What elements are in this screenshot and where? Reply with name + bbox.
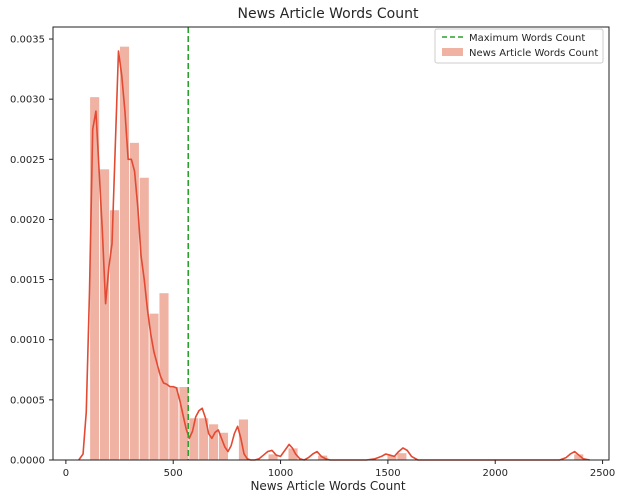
x-tick-label: 1500: [375, 468, 400, 479]
axes-frame: [52, 26, 610, 461]
histogram-bar: [178, 386, 190, 461]
histogram-bar: [396, 452, 408, 461]
y-tick-label: 0.0010: [10, 335, 45, 346]
histogram-bar: [129, 142, 140, 461]
kde-line: [78, 50, 590, 461]
legend-patch-icon: [442, 48, 463, 56]
legend: Maximum Words Count News Article Words C…: [434, 28, 604, 64]
y-tick-label: 0.0020: [10, 215, 45, 226]
x-tick-label: 2500: [590, 468, 615, 479]
y-axis-ticks: 0.0000 0.0005 0.0010 0.0015 0.0020 0.0025 0.00…: [10, 35, 53, 467]
chart-title: News Article Words Count: [238, 6, 419, 22]
axes-border: [52, 26, 610, 461]
y-tick-label: 0.0000: [10, 456, 45, 467]
histogram-bar: [138, 176, 150, 461]
y-tick-label: 0.0015: [10, 275, 45, 286]
x-tick-label: 1000: [268, 468, 293, 479]
x-tick-label: 0: [63, 468, 69, 479]
x-tick-label: 2000: [482, 468, 507, 479]
x-axis-label: News Article Words Count: [250, 479, 405, 493]
legend-label-words-count: News Article Words Count: [469, 48, 598, 59]
y-tick-label: 0.0025: [10, 155, 45, 166]
histogram-bar: [208, 423, 219, 461]
x-axis-ticks: 0 500 1000 1500 2000 2500: [63, 460, 615, 479]
kde-curve-group: [78, 50, 590, 461]
y-tick-label: 0.0030: [10, 95, 45, 106]
legend-label-max-words: Maximum Words Count: [469, 33, 585, 44]
y-tick-label: 0.0035: [10, 35, 45, 46]
x-tick-label: 500: [164, 468, 183, 479]
histogram-bar: [168, 386, 180, 461]
legend-box: [434, 28, 604, 64]
y-tick-label: 0.0005: [10, 395, 45, 406]
